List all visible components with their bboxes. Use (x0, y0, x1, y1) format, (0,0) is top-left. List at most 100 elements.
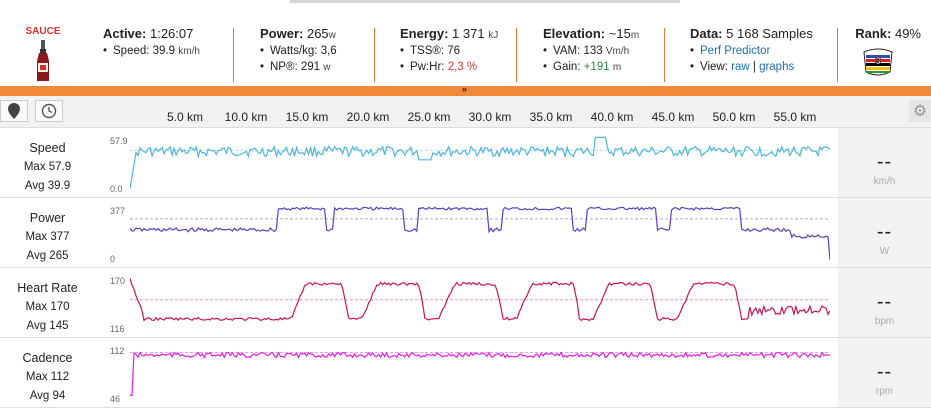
x-axis-tick-label: 5.0 km (166, 110, 204, 124)
settings-gear-icon[interactable]: ⚙ (909, 100, 931, 122)
chart-speed[interactable] (130, 131, 830, 195)
chart-cadence[interactable] (130, 341, 830, 405)
pwhr-value: 2,3 % (447, 61, 478, 73)
gain-value: +191 (583, 61, 610, 73)
elevation-unit: m (630, 30, 640, 41)
series-line (130, 351, 830, 397)
sauce-logo[interactable]: SAUCE (18, 26, 68, 83)
row-divider (0, 197, 931, 198)
cat-badge-text: 3 (875, 56, 881, 67)
current-value: -- (876, 221, 893, 243)
vam-value: 133 (583, 45, 603, 57)
view-separator: | (752, 61, 756, 73)
power-label: Power: (260, 26, 304, 41)
active-stat: Active: 1:26:07 • Speed: 39.9 km/h (103, 26, 200, 57)
x-axis-tick-label: 45.0 km (651, 110, 695, 124)
row-max: Max 170 (25, 301, 70, 313)
x-axis-tick-label: 55.0 km (773, 110, 817, 124)
active-value: 1:26:07 (149, 26, 194, 41)
row-avg: Avg 265 (26, 250, 69, 262)
y-axis-max-label: 112 (110, 346, 125, 356)
row-label-power: Power Max 377 Avg 265 (0, 209, 95, 266)
divider (664, 28, 665, 82)
row-divider (0, 267, 931, 268)
x-axis-tick-label: 30.0 km (468, 110, 512, 124)
map-pin-icon (8, 103, 20, 119)
map-pin-tool-button[interactable] (0, 100, 28, 122)
y-axis-min-label: 0 (110, 254, 116, 264)
rank-stat: Rank: 49% (855, 26, 921, 41)
current-unit: rpm (875, 386, 894, 397)
elevation-stat: Elevation: ~15m • VAM: 133 Vm/h • Gain: +1… (543, 26, 640, 73)
collapse-bar[interactable]: » (0, 84, 931, 96)
np-label: NP®: (270, 61, 298, 73)
row-max: Max 57.9 (23, 161, 72, 173)
active-label: Active: (103, 26, 147, 41)
divider (233, 28, 234, 82)
y-axis-min-label: 116 (110, 324, 125, 334)
row-label-cadence: Cadence Max 112 Avg 94 (0, 349, 95, 406)
x-axis-tick-label: 35.0 km (529, 110, 573, 124)
row-avg: Avg 145 (26, 320, 69, 332)
rank-label: Rank: (855, 26, 892, 41)
row-title: Cadence (22, 351, 73, 365)
divider (837, 28, 838, 82)
perf-predictor-link[interactable]: Perf Predictor (700, 45, 771, 57)
row-divider (0, 337, 931, 338)
x-axis-tick-label: 40.0 km (590, 110, 634, 124)
power-unit: w (328, 30, 336, 41)
current-unit: W (879, 246, 890, 257)
clock-icon (41, 103, 57, 119)
stats-header: SAUCE Active: 1:26:07 • Speed: 39.9 km/h … (0, 8, 931, 88)
current-value: -- (876, 291, 893, 313)
row-max: Max 112 (25, 371, 70, 383)
row-current-value-panel: -- km/h (838, 128, 931, 198)
cat-badge-icon[interactable]: 3 (860, 46, 896, 78)
energy-value: 1 371 (452, 26, 485, 41)
energy-unit: kJ (488, 30, 499, 41)
elevation-label: Elevation: (543, 26, 606, 41)
gain-unit: m (612, 62, 622, 73)
energy-label: Energy: (400, 26, 449, 41)
chart-power[interactable] (130, 201, 830, 265)
series-line (130, 278, 830, 322)
row-max: Max 377 (25, 231, 70, 243)
collapse-chevron-icon[interactable]: » (462, 84, 468, 94)
graphs-link[interactable]: graphs (759, 61, 795, 73)
sauce-bottle-icon (37, 40, 49, 81)
current-unit: km/h (873, 176, 896, 187)
speed-value: 39.9 (152, 45, 176, 57)
wkg-value: 3,6 (320, 45, 337, 57)
wkg-label: Watts/kg: (270, 45, 318, 57)
row-title: Heart Rate (17, 281, 78, 295)
series-line (130, 136, 830, 189)
x-axis-tick-label: 25.0 km (407, 110, 451, 124)
speed-unit: km/h (178, 46, 200, 57)
logo-text: SAUCE (25, 26, 61, 37)
row-avg: Avg 94 (29, 390, 66, 402)
raw-link[interactable]: raw (731, 61, 750, 73)
energy-stat: Energy: 1 371 kJ • TSS®: 76 • Pw:Hr: 2,3 % (400, 26, 499, 73)
power-value: 265 (306, 26, 329, 41)
chart-heart-rate[interactable] (130, 271, 830, 335)
vam-label: VAM: (553, 45, 581, 57)
gain-label: Gain: (553, 61, 581, 73)
data-value: 5 168 Samples (726, 26, 813, 41)
current-unit: bpm (874, 316, 895, 327)
row-label-speed: Speed Max 57.9 Avg 39.9 (0, 139, 95, 196)
tss-label: TSS®: (410, 45, 445, 57)
divider (516, 28, 517, 82)
row-current-value-panel: -- bpm (838, 268, 931, 338)
row-divider (0, 407, 931, 408)
current-value: -- (876, 151, 893, 173)
np-value: 291 (300, 61, 321, 73)
top-strip (0, 0, 931, 8)
row-avg: Avg 39.9 (24, 180, 71, 192)
time-axis-button[interactable] (35, 100, 63, 122)
x-axis-tick-label: 20.0 km (346, 110, 390, 124)
top-scroll-indicator (290, 0, 680, 3)
series-line (130, 206, 830, 260)
y-axis-max-label: 57.9 (110, 136, 128, 146)
np-unit: w (323, 62, 331, 73)
current-value: -- (876, 361, 893, 383)
